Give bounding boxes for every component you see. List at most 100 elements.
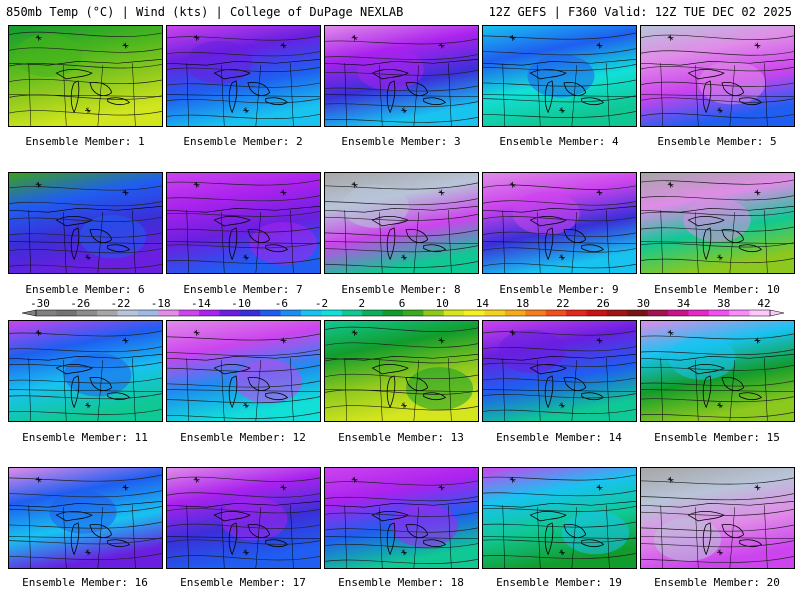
ensemble-member-map bbox=[640, 320, 795, 422]
height-contour bbox=[325, 101, 478, 108]
colorbar-swatch bbox=[586, 310, 608, 316]
ensemble-member-map bbox=[166, 467, 321, 569]
height-contour bbox=[167, 82, 320, 88]
ensemble-member-label: Ensemble Member: 11 bbox=[22, 431, 148, 444]
border-line bbox=[167, 59, 320, 66]
height-contour bbox=[483, 490, 636, 497]
wind-barb bbox=[193, 476, 200, 483]
wind-barb bbox=[509, 476, 516, 483]
wind-barb bbox=[717, 549, 723, 556]
colorbar-tick-label: -22 bbox=[111, 297, 131, 310]
height-contour bbox=[9, 201, 162, 207]
wind-barb bbox=[596, 484, 603, 491]
border-line bbox=[9, 210, 162, 273]
wind-barb bbox=[401, 402, 407, 409]
great-lakes-outline bbox=[213, 363, 289, 409]
height-contour bbox=[325, 182, 478, 190]
wind-barb bbox=[667, 476, 674, 483]
height-contour bbox=[167, 210, 320, 217]
height-contour bbox=[9, 346, 162, 353]
ensemble-member-label: Ensemble Member: 8 bbox=[341, 283, 461, 296]
ensemble-member-map bbox=[166, 320, 321, 422]
height-contour bbox=[641, 210, 794, 217]
height-contour bbox=[167, 349, 320, 357]
colorbar-swatch bbox=[688, 310, 710, 316]
height-contour bbox=[325, 389, 478, 395]
height-contour bbox=[9, 361, 162, 368]
colorbar-swatch bbox=[36, 310, 57, 316]
height-contour bbox=[483, 393, 636, 399]
wind-barb bbox=[438, 189, 445, 196]
ensemble-member-map bbox=[482, 467, 637, 569]
colorbar-swatch bbox=[158, 310, 180, 316]
temperature-anomaly bbox=[497, 329, 565, 373]
great-lakes-outline bbox=[529, 215, 605, 261]
wind-barb bbox=[559, 549, 565, 556]
wind-barb bbox=[351, 181, 358, 188]
border-line bbox=[641, 358, 794, 421]
height-contour bbox=[641, 179, 794, 185]
height-contour bbox=[167, 257, 320, 264]
colorbar-swatch bbox=[627, 310, 649, 316]
colorbar-swatch bbox=[729, 310, 751, 316]
height-contour bbox=[483, 263, 636, 269]
colorbar-swatch bbox=[341, 310, 363, 316]
colorbar-arrow-left bbox=[21, 309, 37, 317]
colorbar-swatch bbox=[749, 310, 771, 316]
temperature-anomaly bbox=[405, 367, 474, 411]
border-line bbox=[325, 59, 478, 66]
wind-barb bbox=[667, 181, 674, 188]
ensemble-member-label: Ensemble Member: 4 bbox=[499, 135, 619, 148]
ensemble-member-map bbox=[8, 25, 163, 127]
ensemble-member-map bbox=[324, 25, 479, 127]
ensemble-member-label: Ensemble Member: 3 bbox=[341, 135, 461, 148]
height-contour bbox=[641, 524, 794, 532]
height-contour bbox=[167, 380, 320, 388]
height-contour bbox=[641, 257, 794, 264]
height-contour bbox=[9, 47, 162, 53]
height-contour bbox=[641, 411, 794, 418]
colorbar-swatch bbox=[321, 310, 343, 316]
wind-barb bbox=[35, 34, 42, 41]
great-lakes-outline bbox=[55, 215, 131, 261]
border-line bbox=[167, 505, 320, 568]
ensemble-member-label: Ensemble Member: 13 bbox=[338, 431, 464, 444]
colorbar-arrow-right bbox=[769, 309, 785, 317]
colorbar-tick-label: 18 bbox=[516, 297, 529, 310]
wind-barb bbox=[754, 42, 761, 49]
height-contour bbox=[641, 396, 794, 403]
colorbar-tick-label: 34 bbox=[677, 297, 691, 310]
great-lakes-outline bbox=[213, 215, 289, 261]
ensemble-member-map bbox=[482, 320, 637, 422]
temperature-anomaly bbox=[561, 511, 630, 555]
colorbar-tick-label: -26 bbox=[70, 297, 90, 310]
ensemble-member-map bbox=[482, 25, 637, 127]
border-line bbox=[641, 63, 794, 126]
colorbar-swatch bbox=[301, 310, 322, 316]
wind-barb bbox=[85, 254, 91, 261]
wind-barb bbox=[401, 549, 407, 556]
colorbar-swatch bbox=[708, 310, 730, 316]
border-line bbox=[483, 505, 636, 568]
height-contour bbox=[325, 405, 478, 411]
height-contour bbox=[325, 326, 478, 332]
border-line bbox=[9, 59, 162, 66]
height-contour bbox=[167, 242, 320, 249]
height-contour bbox=[483, 200, 636, 206]
ensemble-member-map bbox=[482, 172, 637, 274]
colorbar-swatch bbox=[504, 310, 526, 316]
wind-barb bbox=[280, 484, 287, 491]
border-line bbox=[325, 501, 478, 508]
height-contour bbox=[325, 116, 478, 123]
colorbar-tick-label: -10 bbox=[231, 297, 251, 310]
ensemble-member-map bbox=[8, 320, 163, 422]
temperature-field bbox=[325, 173, 478, 273]
height-contour bbox=[9, 537, 162, 545]
border-line bbox=[325, 354, 478, 361]
wind-barb bbox=[85, 107, 91, 114]
colorbar-tick-label: -2 bbox=[315, 297, 328, 310]
border-line bbox=[9, 501, 162, 508]
ensemble-member-label: Ensemble Member: 9 bbox=[499, 283, 619, 296]
wind-barb bbox=[509, 34, 516, 41]
height-contour bbox=[9, 94, 162, 100]
